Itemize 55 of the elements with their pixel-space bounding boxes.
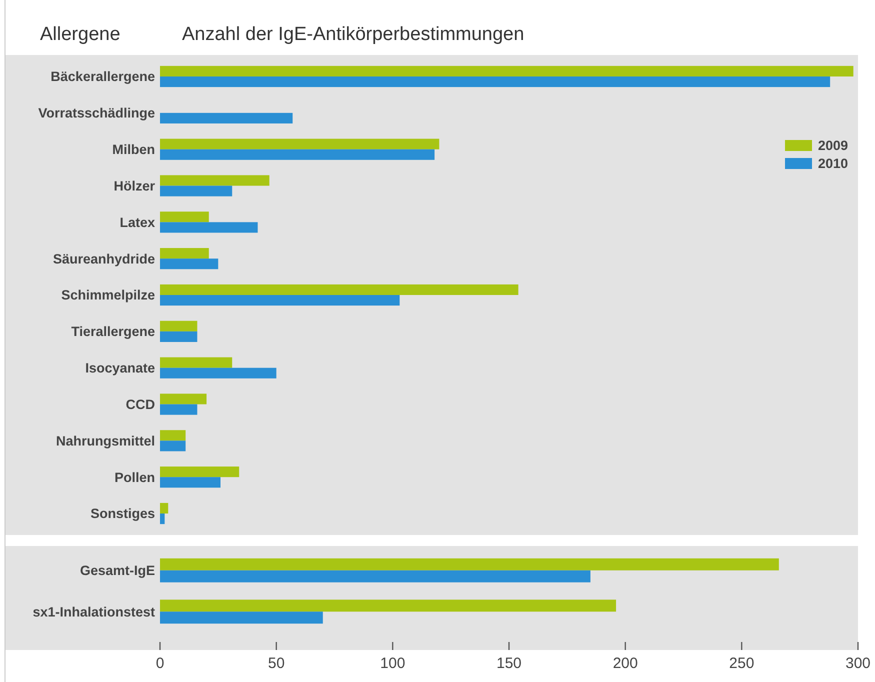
bar xyxy=(160,222,258,233)
bar xyxy=(160,138,440,150)
y-tick-label: Nahrungsmittel xyxy=(56,433,155,448)
legend-label: 2009 xyxy=(818,138,848,154)
bar xyxy=(160,368,276,378)
y-tick-label: Sonstiges xyxy=(90,506,155,522)
bar xyxy=(160,258,218,270)
y-tick-label: Schimmelpilze xyxy=(61,288,156,303)
bar xyxy=(160,212,209,222)
legend-label: 2010 xyxy=(818,156,848,172)
y-tick-label: Milben xyxy=(112,142,155,158)
bar xyxy=(160,440,186,452)
bar xyxy=(160,320,198,332)
y-tick-label: Tierallergene xyxy=(71,324,156,340)
bar xyxy=(160,76,830,88)
bar xyxy=(160,175,270,186)
bar xyxy=(160,612,323,624)
x-tick-label: 0 xyxy=(156,655,164,672)
bar xyxy=(160,186,232,196)
bar xyxy=(160,66,854,76)
bar xyxy=(160,248,209,259)
y-tick-label: Vorratsschädlinge xyxy=(38,106,156,121)
y-tick-label: CCD xyxy=(126,396,156,412)
y-tick-label: sx1-Inhalationstest xyxy=(32,604,156,620)
bar xyxy=(160,357,232,368)
x-tick-label: 200 xyxy=(612,655,638,672)
bar xyxy=(160,514,165,524)
bar xyxy=(160,570,590,582)
bar xyxy=(160,404,198,415)
x-tick-label: 50 xyxy=(268,655,285,672)
chart-title: Anzahl der IgE-Antikörperbestimmungen xyxy=(182,24,524,45)
bar xyxy=(160,477,220,488)
bar xyxy=(160,502,168,514)
bar xyxy=(160,466,240,478)
x-tick-label: 300 xyxy=(845,655,871,672)
x-tick-label: 100 xyxy=(380,655,406,672)
bar xyxy=(160,558,779,570)
bar xyxy=(160,600,616,612)
x-tick-label: 150 xyxy=(496,655,522,672)
bar xyxy=(160,284,518,295)
y-tick-label: Gesamt-IgE xyxy=(80,563,155,578)
y-tick-label: Latex xyxy=(120,214,156,230)
bar xyxy=(160,149,435,160)
y-tick-label: Hölzer xyxy=(114,178,156,194)
bar xyxy=(160,430,186,441)
bar xyxy=(160,112,293,124)
y-tick-label: Isocyanate xyxy=(85,360,156,376)
y-tick-label: Pollen xyxy=(114,470,155,485)
x-tick-label: 250 xyxy=(729,655,754,672)
y-tick-label: Säureanhydride xyxy=(52,251,156,266)
y-axis-title: Allergene xyxy=(40,24,120,45)
bar xyxy=(160,331,198,342)
bar xyxy=(160,394,207,404)
y-tick-label: Bäckerallergene xyxy=(50,69,156,84)
bar xyxy=(160,295,400,306)
